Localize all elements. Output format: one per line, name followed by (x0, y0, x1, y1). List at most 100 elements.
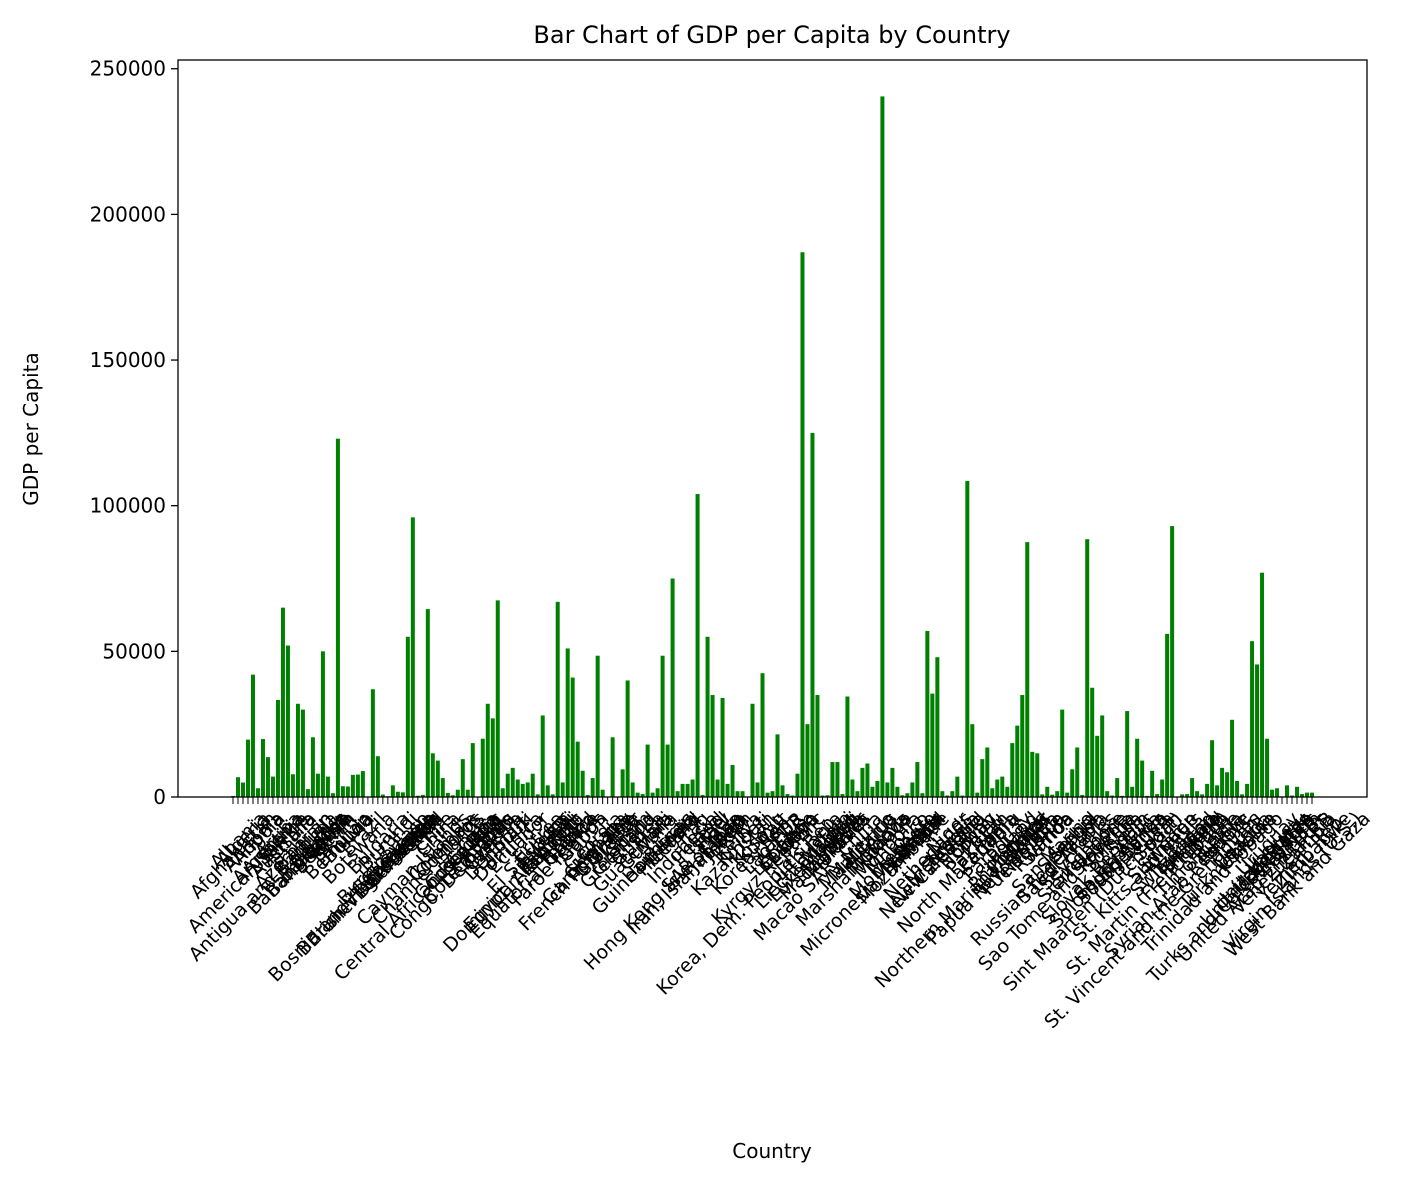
bar (785, 794, 790, 797)
bar (530, 773, 535, 797)
bar (1065, 792, 1070, 797)
bar (435, 760, 440, 797)
bar (240, 782, 245, 797)
bar (725, 783, 730, 797)
bar (480, 738, 485, 797)
bar (1245, 783, 1250, 797)
bar (580, 770, 585, 797)
bar (540, 715, 545, 797)
bar (890, 767, 895, 797)
bar (300, 709, 305, 797)
bar (495, 600, 500, 797)
y-tick-label: 0 (153, 785, 166, 809)
bar (755, 782, 760, 797)
bar (845, 696, 850, 797)
bar (720, 697, 725, 797)
bar (280, 607, 285, 797)
bar (670, 578, 675, 797)
bar (315, 773, 320, 797)
y-tick-label: 250000 (90, 57, 166, 81)
bar (635, 792, 640, 797)
bar (1055, 791, 1060, 797)
bar (1060, 709, 1065, 797)
bar (450, 795, 455, 797)
bar (1270, 789, 1275, 797)
bar (645, 744, 650, 797)
bar (260, 739, 265, 797)
bar (665, 744, 670, 797)
bar (995, 779, 1000, 797)
bar (870, 786, 875, 797)
bar (765, 792, 770, 797)
bar (915, 762, 920, 797)
bar (1035, 753, 1040, 797)
bar (770, 791, 775, 797)
bar (960, 795, 965, 797)
bar (550, 794, 555, 797)
bar (440, 778, 445, 797)
bar (1110, 795, 1115, 797)
bar (500, 788, 505, 797)
bar (895, 786, 900, 797)
bar (735, 791, 740, 797)
bar (1180, 794, 1185, 797)
bar (1240, 794, 1245, 797)
bar (1285, 785, 1290, 797)
bar (470, 743, 475, 797)
bar (585, 794, 590, 797)
bar (1000, 776, 1005, 797)
bar (375, 756, 380, 797)
bar (520, 783, 525, 797)
bar (295, 703, 300, 797)
bar (925, 630, 930, 797)
bar (1230, 719, 1235, 797)
bar (920, 793, 925, 797)
bar (1125, 711, 1130, 797)
bar (320, 651, 325, 797)
bar (820, 795, 825, 797)
bar (1015, 725, 1020, 797)
bar (760, 673, 765, 797)
bar (985, 747, 990, 797)
x-axis-label: Country (732, 1139, 812, 1163)
bar (1290, 795, 1295, 797)
bar (955, 776, 960, 797)
bar (775, 734, 780, 797)
bar (805, 724, 810, 797)
y-tick-label: 50000 (102, 639, 166, 663)
bar (1080, 794, 1085, 797)
bar (710, 695, 715, 797)
bar (570, 677, 575, 797)
bar (910, 782, 915, 797)
bar (690, 779, 695, 797)
bar (1150, 770, 1155, 797)
bar (360, 771, 365, 797)
bar (1130, 786, 1135, 797)
bar (270, 776, 275, 797)
bar (565, 648, 570, 797)
chart-title: Bar Chart of GDP per Capita by Country (533, 21, 1010, 49)
bar (1040, 794, 1045, 797)
bar (345, 786, 350, 797)
bar (1195, 791, 1200, 797)
bar (1165, 633, 1170, 797)
bar (1260, 572, 1265, 797)
bar (535, 794, 540, 797)
bar (825, 795, 830, 797)
bar (380, 794, 385, 797)
bar (310, 737, 315, 797)
bar (355, 774, 360, 797)
bar (1090, 687, 1095, 797)
bar (465, 789, 470, 797)
bar (1250, 641, 1255, 797)
bar (1185, 794, 1190, 797)
bar (1310, 792, 1314, 797)
bar (1075, 747, 1080, 797)
bar (555, 601, 560, 797)
bar (885, 782, 890, 797)
bar (950, 791, 955, 797)
bar (290, 774, 295, 797)
bar (640, 794, 645, 797)
bar (680, 783, 685, 797)
